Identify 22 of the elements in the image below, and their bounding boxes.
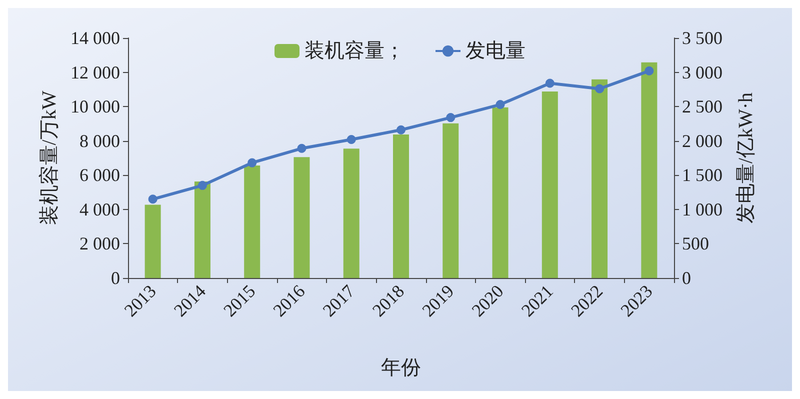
x-tick-label: 2021 <box>517 280 557 321</box>
y-tick-label: 12 000 <box>70 62 120 82</box>
legend-label: 发电量 <box>466 40 526 62</box>
y-tick-label: 0 <box>111 268 120 288</box>
y2-tick-label: 3 500 <box>682 28 722 48</box>
y-tick-label: 4 000 <box>80 199 120 220</box>
y2-axis-title: 发电量/亿kW·h <box>735 92 757 224</box>
y2-tick-label: 0 <box>682 268 691 288</box>
y2-tick-label: 2 500 <box>682 96 722 117</box>
y2-tick-label: 1 500 <box>682 165 722 186</box>
y2-tick-label: 3 000 <box>682 62 722 82</box>
y-tick-label: 10 000 <box>70 96 120 117</box>
y-axis-title: 装机容量/万kW <box>38 90 61 226</box>
y2-tick-label: 2 000 <box>682 130 722 151</box>
y2-tick-label: 500 <box>682 234 709 254</box>
y-tick-label: 8 000 <box>80 130 120 151</box>
y-tick-label: 6 000 <box>80 165 120 186</box>
x-axis-title: 年份 <box>381 357 421 379</box>
y-tick-label: 2 000 <box>80 234 120 254</box>
legend-label: 装机容量； <box>304 40 404 62</box>
y2-tick-label: 1 000 <box>682 199 722 220</box>
y-tick-label: 14 000 <box>70 28 120 48</box>
